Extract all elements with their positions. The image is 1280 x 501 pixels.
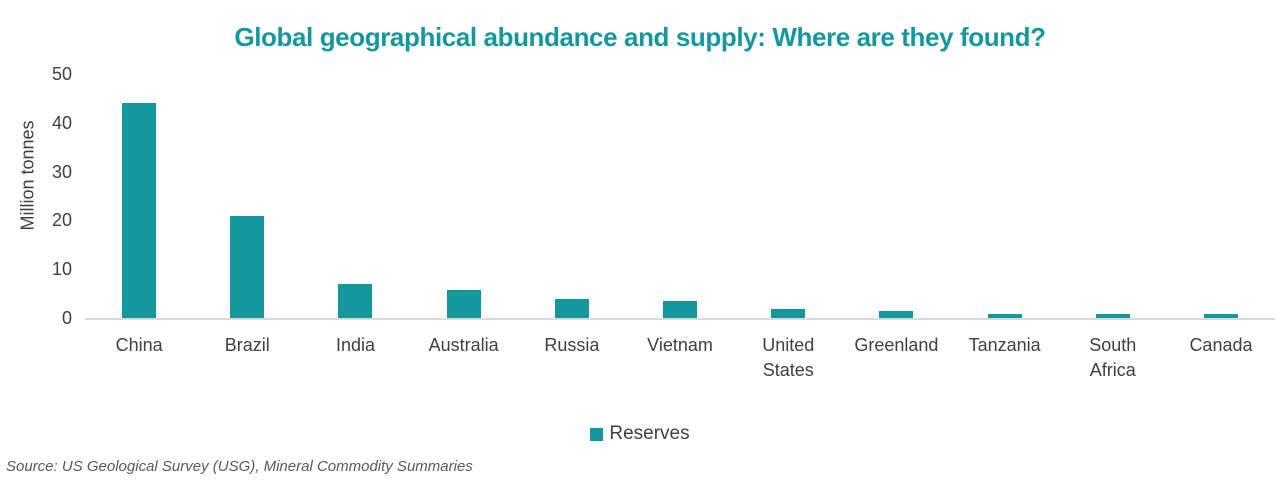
x-label-3: Australia bbox=[428, 335, 499, 355]
plot-area bbox=[85, 74, 1275, 320]
bar-cell-10 bbox=[1167, 74, 1275, 318]
source-note: Source: US Geological Survey (USG), Mine… bbox=[6, 458, 473, 475]
bar-vietnam bbox=[663, 301, 698, 318]
bar-cell-0 bbox=[85, 74, 193, 318]
bar-canada bbox=[1203, 314, 1238, 318]
x-axis-labels: China Brazil India Australia Russia Vietnam Un… bbox=[85, 333, 1275, 383]
x-label-2: India bbox=[335, 335, 375, 355]
y-tick-label: 40 bbox=[51, 112, 72, 133]
bar-united-states bbox=[771, 309, 806, 318]
chart-title: Global geographical abundance and supply… bbox=[234, 22, 1046, 52]
bar-russia bbox=[554, 299, 589, 318]
y-tick-label: 30 bbox=[51, 161, 72, 182]
bar-tanzania bbox=[987, 314, 1022, 318]
bar-cell-2 bbox=[301, 74, 409, 318]
x-label-6: United States bbox=[762, 335, 815, 380]
y-tick-label: 0 bbox=[61, 308, 72, 328]
x-label-1: Brazil bbox=[224, 335, 270, 355]
bar-india bbox=[338, 284, 373, 318]
bar-cell-6 bbox=[734, 74, 842, 318]
x-label-0: China bbox=[115, 335, 163, 355]
legend-label: Reserves bbox=[609, 423, 690, 444]
y-tick-label: 50 bbox=[51, 64, 72, 84]
legend-swatch-icon bbox=[590, 427, 604, 441]
bar-brazil bbox=[230, 216, 265, 318]
bar-south-africa bbox=[1095, 314, 1130, 318]
x-label-9: South Africa bbox=[1089, 335, 1137, 380]
y-tick-label: 20 bbox=[51, 210, 72, 231]
bar-australia bbox=[446, 290, 481, 318]
bar-cell-3 bbox=[410, 74, 518, 318]
x-label-8: Tanzania bbox=[968, 335, 1041, 355]
x-label-7: Greenland bbox=[854, 335, 939, 355]
bar-cell-1 bbox=[193, 74, 301, 318]
legend: Reserves bbox=[0, 423, 1280, 445]
bar-cell-5 bbox=[626, 74, 734, 318]
bar-greenland bbox=[879, 311, 914, 318]
bar-cell-8 bbox=[951, 74, 1059, 318]
bar-cell-7 bbox=[842, 74, 950, 318]
y-tick-label: 10 bbox=[51, 259, 72, 280]
bar-cell-9 bbox=[1059, 74, 1167, 318]
x-label-5: Vietnam bbox=[647, 335, 713, 355]
bar-cell-4 bbox=[518, 74, 626, 318]
x-label-4: Russia bbox=[544, 335, 600, 355]
x-label-10: Canada bbox=[1189, 335, 1253, 355]
bar-china bbox=[122, 103, 157, 318]
